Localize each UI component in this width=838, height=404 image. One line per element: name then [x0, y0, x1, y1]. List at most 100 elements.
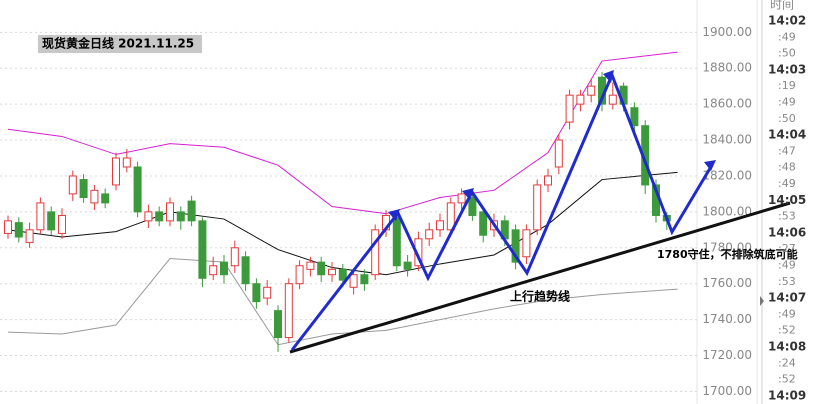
chart-title: 现货黄金日线 2021.11.25 [42, 36, 194, 51]
candle-body [220, 261, 228, 276]
candle-body [198, 220, 207, 279]
trend-line [289, 201, 791, 354]
y-tick-label: 1700.00 [702, 384, 752, 398]
time-entry: :53 [778, 275, 796, 288]
candle-body [133, 166, 142, 213]
candle-body [241, 256, 250, 285]
time-entry: :52 [778, 373, 796, 386]
y-tick-label: 1900.00 [702, 25, 752, 39]
time-entry: :24 [778, 356, 796, 369]
collapse-arrow[interactable] [760, 296, 764, 306]
candle-body [436, 220, 444, 231]
y-tick-label: 1820.00 [702, 168, 752, 182]
candle-body [176, 211, 185, 222]
time-entry: 14:02 [768, 14, 806, 28]
candle-body [4, 220, 12, 234]
candle-body [608, 94, 617, 105]
candle-body [511, 229, 520, 263]
band-line [7, 171, 678, 276]
time-entry: :50 [778, 47, 796, 60]
candle-body [14, 222, 23, 238]
time-entry: :49 [778, 30, 796, 43]
time-entry: :50 [778, 112, 796, 125]
candle-body [630, 107, 639, 127]
time-entry: 14:09 [768, 388, 806, 402]
candle-body [403, 261, 412, 270]
candle-body [371, 229, 380, 276]
candle-body [479, 211, 488, 236]
candle-body [274, 310, 282, 339]
y-tick-label: 1720.00 [702, 348, 752, 362]
candle-body [317, 261, 326, 276]
annotation-shapes [289, 70, 791, 354]
time-entry: 14:05 [768, 193, 806, 207]
candle-body [90, 189, 99, 204]
candle-body [58, 214, 66, 234]
candle-body [565, 94, 574, 123]
candle-body [544, 175, 552, 186]
candle-body [576, 94, 585, 105]
band-line [7, 51, 678, 215]
candle-body [457, 193, 466, 204]
candle-body [295, 265, 304, 285]
candle-body [522, 229, 531, 258]
candle-body [144, 211, 153, 222]
annotation: 上行趋势线 [510, 289, 570, 304]
side-panel [762, 0, 838, 404]
y-tick-label: 1760.00 [702, 276, 752, 290]
time-entry: :48 [778, 161, 796, 174]
time-entry: :52 [778, 324, 796, 337]
y-tick-label: 1780.00 [702, 240, 752, 254]
candle-body [36, 202, 45, 231]
candle-body [187, 200, 196, 222]
candle-body [554, 139, 563, 168]
candle-body [468, 197, 477, 216]
annotation: 1780守住，不排除筑底可能 [657, 247, 798, 261]
time-entry: :19 [778, 79, 796, 92]
candle-body [306, 261, 315, 270]
y-tick-label: 1920.00 [702, 0, 752, 3]
candle-body [284, 283, 293, 339]
candle-body [392, 216, 401, 267]
candle-body [230, 247, 239, 267]
time-entry: 14:06 [768, 225, 806, 239]
candle-body [68, 175, 77, 195]
title-box [38, 35, 202, 53]
candle-body [587, 85, 596, 96]
time-entry: :49 [778, 259, 796, 272]
y-tick-label: 1800.00 [702, 204, 752, 218]
candle-body [349, 274, 358, 288]
time-entry: :49 [778, 307, 796, 320]
time-entry: 14:04 [768, 128, 806, 142]
candle-body [425, 229, 434, 240]
candle-body [122, 157, 131, 168]
time-entry: 14:07 [768, 291, 806, 305]
candle-body [79, 179, 88, 199]
y-tick-label: 1880.00 [702, 61, 752, 75]
time-entry: 14:03 [768, 62, 806, 76]
candle-body [166, 202, 174, 222]
candle-body [155, 211, 164, 222]
time-entry: :49 [778, 177, 796, 190]
time-entry: :47 [778, 144, 796, 157]
candle-body [47, 211, 56, 231]
candle-body [338, 268, 347, 281]
time-entry: :27 [778, 242, 796, 255]
y-tick-label: 1740.00 [702, 312, 752, 326]
y-tick-label: 1840.00 [702, 133, 752, 147]
candle-body [252, 283, 261, 303]
candle-body [328, 268, 336, 276]
candle-body [112, 157, 120, 186]
candle-body [25, 229, 34, 243]
band-line [7, 258, 678, 346]
candle-body [446, 202, 455, 231]
candle-body [360, 274, 369, 285]
candle-body [101, 193, 110, 204]
candle-body [533, 184, 542, 231]
plot-area: 1700.00 1720.00 1740.00 1760.00 1780.00 1800.… [0, 0, 752, 398]
time-entry: :49 [778, 96, 796, 109]
time-entry: 14:08 [768, 340, 806, 354]
time-entry: :53 [778, 210, 796, 223]
